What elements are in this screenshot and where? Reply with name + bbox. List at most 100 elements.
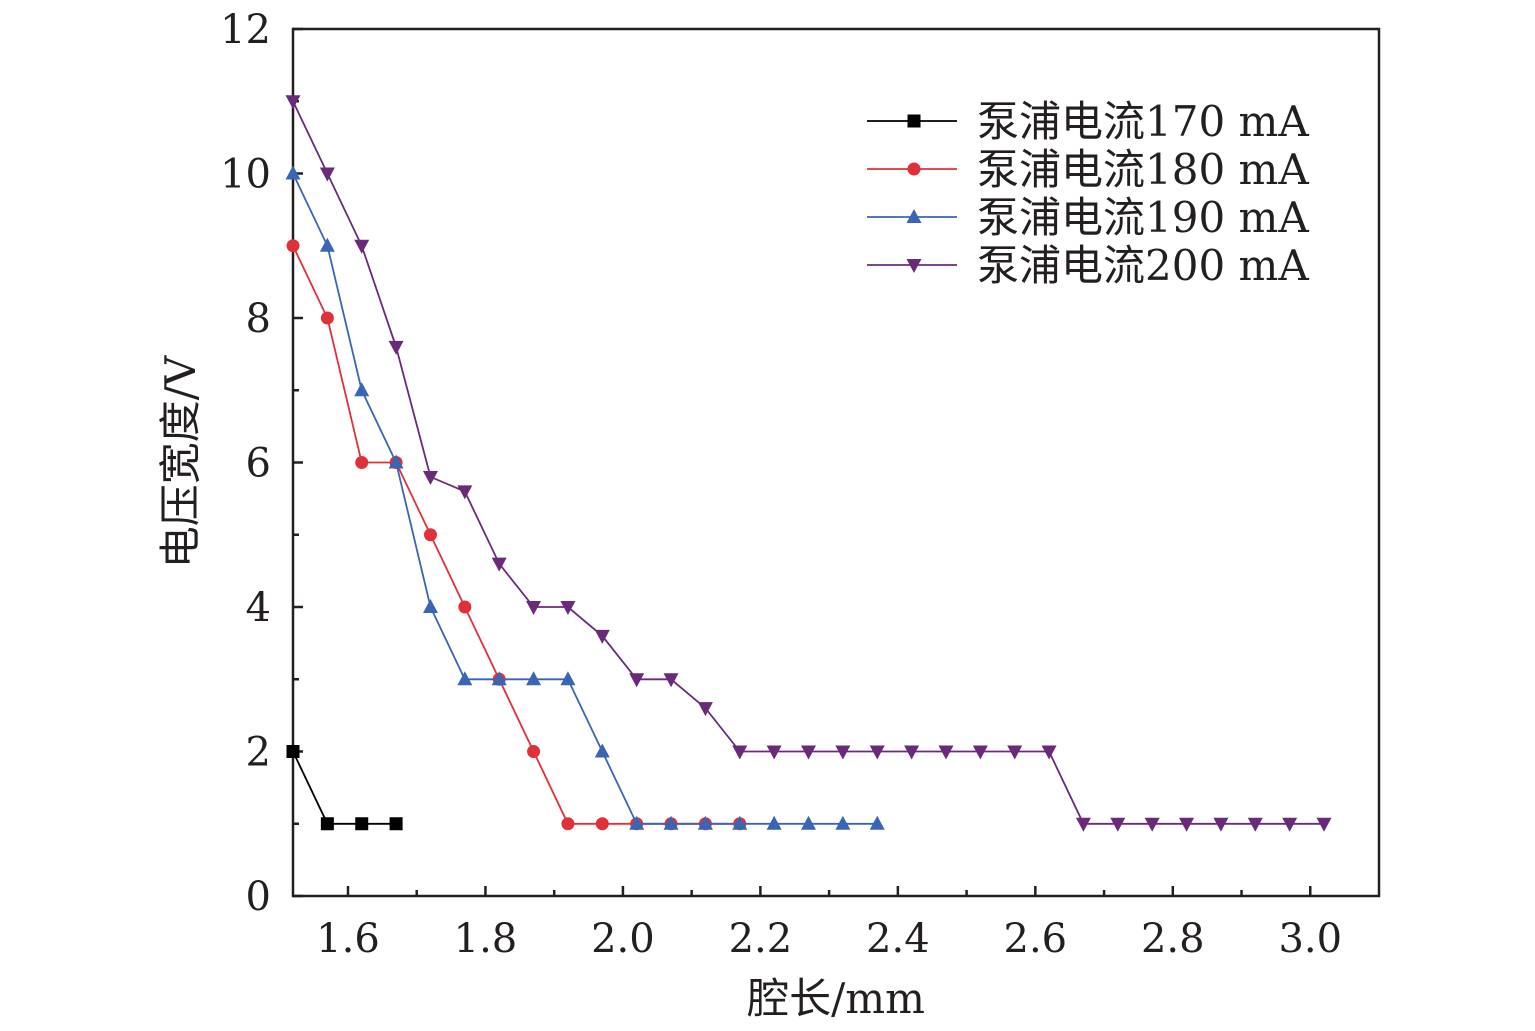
data-point [766, 815, 782, 830]
x-tick-label: 3.0 [1278, 916, 1342, 962]
data-point [458, 600, 472, 614]
data-point [732, 745, 748, 760]
series-line [292, 751, 397, 825]
legend-marker [907, 114, 921, 128]
y-tick-label: 4 [246, 585, 271, 631]
data-point [319, 167, 335, 182]
y-axis-title: 电压宽度/V [156, 355, 205, 568]
data-point [491, 557, 507, 572]
data-point [286, 745, 300, 758]
data-point [1110, 817, 1126, 832]
data-point [663, 673, 679, 688]
legend-item: 泵浦电流200 mA [867, 241, 1309, 290]
x-tick-label: 2.2 [729, 916, 793, 962]
data-point [1247, 817, 1263, 832]
data-point [629, 673, 645, 688]
x-tick-label: 2.6 [1004, 916, 1068, 962]
data-point [526, 601, 542, 615]
data-point [388, 340, 404, 355]
data-point [285, 165, 301, 180]
y-tick-label: 6 [246, 441, 271, 487]
legend-label: 泵浦电流180 mA [977, 145, 1309, 194]
series-2 [285, 165, 885, 830]
legend-label: 泵浦电流190 mA [977, 193, 1309, 242]
data-point [355, 817, 369, 831]
data-point [869, 745, 885, 760]
series-layer [285, 95, 1332, 832]
series-1 [286, 239, 747, 831]
legend-marker [906, 209, 922, 223]
data-point [1179, 817, 1195, 832]
series-line [292, 245, 740, 825]
data-point [835, 745, 851, 760]
data-point [595, 817, 609, 831]
data-point [286, 239, 300, 253]
data-point [561, 817, 575, 831]
y-tick-label: 8 [246, 296, 271, 342]
x-axis-title: 腔长/mm [747, 974, 925, 1023]
series-0 [286, 745, 403, 831]
legend-item: 泵浦电流180 mA [867, 145, 1309, 194]
legend-item: 泵浦电流170 mA [867, 97, 1309, 146]
data-point [697, 815, 713, 830]
data-point [869, 815, 885, 830]
data-point [320, 311, 334, 325]
data-point [423, 528, 437, 542]
data-point [320, 817, 334, 831]
legend-label: 泵浦电流170 mA [977, 97, 1309, 146]
data-point [1282, 817, 1298, 832]
data-point [1007, 745, 1023, 760]
data-point [354, 239, 370, 254]
data-point [594, 629, 610, 644]
data-point [594, 743, 610, 758]
data-point [801, 815, 817, 830]
data-point [938, 745, 954, 760]
y-tick-label: 2 [246, 730, 271, 776]
data-point [1041, 745, 1057, 760]
data-point [491, 671, 507, 686]
data-point [1213, 817, 1229, 832]
x-tick-label: 2.4 [866, 916, 930, 962]
data-point [663, 815, 679, 830]
y-tick-label: 0 [246, 874, 271, 920]
x-tick-label: 2.8 [1141, 916, 1205, 962]
data-point [319, 237, 335, 252]
data-point [766, 745, 782, 760]
data-point [354, 382, 370, 397]
data-point [457, 671, 473, 686]
data-point [629, 815, 645, 830]
legend-marker [906, 259, 922, 273]
legend-marker [907, 162, 921, 176]
data-point [526, 671, 542, 686]
data-point [1075, 817, 1091, 832]
data-point [527, 745, 541, 758]
x-tick-label: 1.6 [316, 916, 380, 962]
x-tick-label: 2.0 [591, 916, 655, 962]
data-point [457, 485, 473, 500]
data-point [1316, 817, 1332, 832]
y-axis-ticks: 0 2 4 6 8 10 12 [220, 7, 303, 920]
data-point [389, 817, 403, 831]
data-point [285, 95, 301, 110]
legend-item: 泵浦电流190 mA [867, 193, 1309, 242]
data-point [422, 470, 438, 485]
y-tick-label: 10 [220, 152, 271, 198]
series-line [292, 173, 878, 825]
data-point [560, 671, 576, 686]
data-point [560, 601, 576, 615]
data-point [801, 745, 817, 760]
data-point [1144, 817, 1160, 832]
data-point [732, 815, 748, 830]
x-tick-label: 1.8 [454, 916, 518, 962]
data-point [388, 454, 404, 469]
x-axis-ticks: 1.6 1.8 2.0 2.2 2.4 2.6 2.8 3.0 [316, 886, 1342, 962]
legend-label: 泵浦电流200 mA [977, 241, 1309, 290]
data-point [355, 456, 369, 469]
y-tick-label: 12 [220, 7, 271, 53]
data-point [904, 745, 920, 760]
data-point [972, 745, 988, 760]
data-point [835, 815, 851, 830]
